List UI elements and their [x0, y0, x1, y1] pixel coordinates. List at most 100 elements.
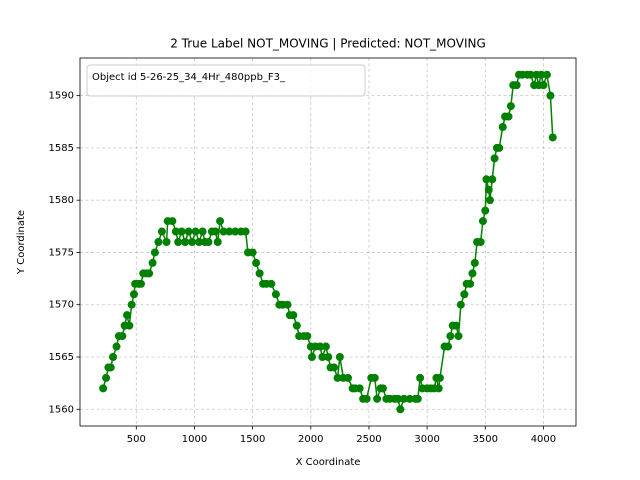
legend-title: Object id 5-26-25_34_4Hr_480ppb_F3_ — [92, 72, 286, 83]
marker — [255, 269, 264, 278]
marker — [271, 290, 280, 299]
marker — [470, 258, 479, 267]
x-tick-label: 4000 — [531, 434, 556, 445]
marker — [150, 248, 159, 257]
marker — [125, 321, 134, 330]
y-tick-label: 1560 — [49, 404, 74, 415]
marker — [394, 394, 403, 403]
marker — [307, 353, 316, 361]
marker — [198, 227, 207, 236]
marker — [416, 373, 425, 382]
marker — [292, 321, 301, 330]
marker — [283, 300, 292, 309]
y-tick-label: 1580 — [49, 195, 74, 206]
marker — [490, 154, 499, 163]
marker — [466, 279, 475, 288]
marker — [488, 175, 497, 184]
marker — [204, 238, 213, 246]
marker — [478, 217, 487, 226]
marker — [191, 227, 200, 236]
marker — [444, 342, 453, 351]
marker — [109, 353, 118, 361]
marker — [184, 227, 193, 236]
axes-frame — [79, 57, 577, 427]
marker — [225, 227, 234, 236]
marker — [157, 227, 166, 236]
marker — [335, 353, 344, 361]
marker — [102, 373, 111, 382]
marker — [333, 373, 342, 382]
marker — [435, 373, 444, 382]
marker — [321, 342, 330, 351]
marker — [267, 279, 276, 288]
x-axis-label: X Coordinate — [296, 457, 361, 468]
marker — [216, 217, 225, 226]
plot-area — [99, 70, 557, 414]
marker — [542, 70, 551, 79]
marker — [434, 384, 443, 393]
marker — [512, 81, 521, 90]
marker — [413, 394, 422, 403]
marker — [485, 196, 494, 205]
marker — [370, 373, 379, 382]
x-tick-label: 2500 — [356, 434, 381, 445]
marker — [219, 227, 228, 236]
x-tick-label: 1000 — [182, 434, 207, 445]
marker — [548, 133, 557, 142]
marker — [211, 227, 220, 236]
marker — [168, 217, 177, 226]
marker — [252, 258, 261, 267]
axes: 500 1000 1500 2000 2500 3000 3500 4000 1560 1565 1… — [49, 91, 557, 445]
marker — [526, 70, 535, 79]
marker — [405, 394, 414, 403]
marker — [452, 321, 461, 330]
marker — [118, 332, 127, 341]
marker — [112, 342, 121, 351]
y-tick-label: 1570 — [49, 300, 74, 311]
grid — [80, 58, 576, 426]
marker — [378, 384, 387, 393]
marker — [148, 258, 157, 267]
marker — [504, 112, 513, 121]
marker — [546, 91, 555, 100]
marker — [456, 300, 465, 309]
legend-box — [86, 64, 366, 97]
marker — [355, 384, 364, 393]
x-tick-label: 1500 — [240, 434, 265, 445]
marker — [231, 227, 240, 236]
y-tick-label: 1585 — [49, 143, 74, 154]
marker — [482, 175, 491, 184]
marker — [537, 70, 546, 79]
marker — [468, 269, 477, 278]
marker — [99, 384, 108, 393]
marker — [289, 311, 298, 320]
marker — [145, 269, 154, 278]
marker — [460, 290, 469, 299]
marker — [195, 238, 204, 246]
marker — [188, 238, 197, 246]
marker — [498, 123, 507, 131]
y-tick-label: 1590 — [49, 91, 74, 102]
marker — [171, 227, 180, 236]
marker — [344, 373, 353, 382]
marker — [454, 332, 463, 341]
marker — [539, 81, 548, 90]
marker — [174, 238, 183, 246]
x-tick-label: 500 — [127, 434, 146, 445]
y-tick-label: 1565 — [49, 352, 74, 363]
marker — [162, 238, 171, 246]
marker — [495, 143, 504, 152]
marker — [241, 227, 250, 236]
marker — [481, 206, 490, 215]
chart-title: 2 True Label NOT_MOVING | Predicted: NOT… — [170, 37, 486, 51]
x-tick-label: 3500 — [473, 434, 498, 445]
y-axis-label: Y Coordinate — [16, 210, 27, 275]
marker — [318, 353, 327, 361]
marker — [303, 332, 312, 341]
marker — [177, 227, 186, 236]
marker — [476, 238, 485, 246]
marker — [129, 290, 138, 299]
marker — [213, 238, 222, 246]
x-tick-label: 3000 — [414, 434, 439, 445]
